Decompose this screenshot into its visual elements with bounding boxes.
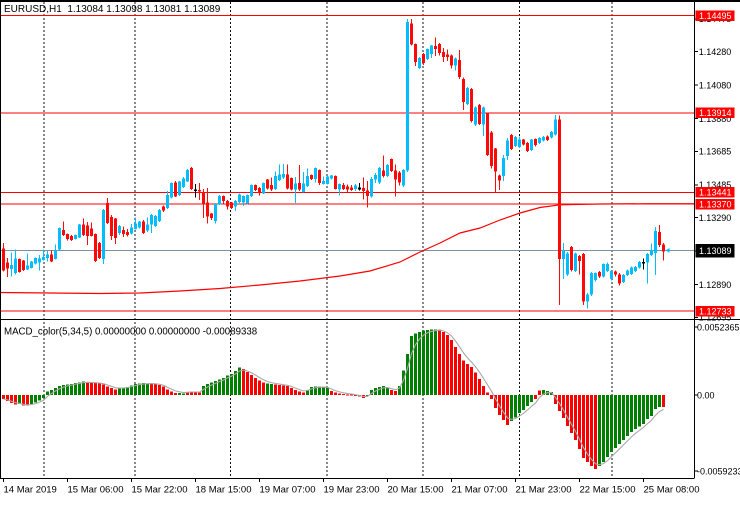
svg-text:22 Mar 15:00: 22 Mar 15:00 xyxy=(580,484,636,495)
svg-text:1.12890: 1.12890 xyxy=(698,280,731,290)
svg-text:1.14080: 1.14080 xyxy=(698,80,731,90)
svg-text:1.13914: 1.13914 xyxy=(699,108,732,118)
svg-text:25 Mar 08:00: 25 Mar 08:00 xyxy=(644,484,700,495)
svg-text:1.14280: 1.14280 xyxy=(698,47,731,57)
svg-text:14 Mar 2019: 14 Mar 2019 xyxy=(4,484,57,495)
svg-text:EURUSD,H1 1.13084 1.13098 1.1: EURUSD,H1 1.13084 1.13098 1.13081 1.1308… xyxy=(4,4,221,15)
svg-text:20 Mar 15:00: 20 Mar 15:00 xyxy=(388,484,444,495)
svg-text:MACD_color(5,34,5) 0.00000000: MACD_color(5,34,5) 0.00000000 0.00000000… xyxy=(4,327,257,338)
svg-text:1.13685: 1.13685 xyxy=(698,147,731,157)
svg-text:1.13441: 1.13441 xyxy=(699,188,732,198)
svg-text:21 Mar 07:00: 21 Mar 07:00 xyxy=(452,484,508,495)
svg-text:1.12695: 1.12695 xyxy=(698,313,731,323)
svg-text:19 Mar 07:00: 19 Mar 07:00 xyxy=(260,484,316,495)
svg-text:1.13089: 1.13089 xyxy=(699,246,732,256)
svg-text:1.13485: 1.13485 xyxy=(698,180,731,190)
svg-text:-0.0059233: -0.0059233 xyxy=(697,466,740,476)
svg-text:19 Mar 23:00: 19 Mar 23:00 xyxy=(324,484,380,495)
svg-text:0.0052365: 0.0052365 xyxy=(697,322,740,332)
svg-text:21 Mar 23:00: 21 Mar 23:00 xyxy=(516,484,572,495)
svg-text:1.13880: 1.13880 xyxy=(698,114,731,124)
svg-text:1.13290: 1.13290 xyxy=(698,213,731,223)
svg-text:15 Mar 06:00: 15 Mar 06:00 xyxy=(68,484,124,495)
svg-text:15 Mar 22:00: 15 Mar 22:00 xyxy=(132,484,188,495)
svg-text:0.00: 0.00 xyxy=(697,390,715,400)
svg-text:18 Mar 15:00: 18 Mar 15:00 xyxy=(196,484,252,495)
svg-text:1.13370: 1.13370 xyxy=(699,200,732,210)
svg-text:1.14495: 1.14495 xyxy=(699,11,732,21)
svg-text:1.12733: 1.12733 xyxy=(699,306,732,316)
